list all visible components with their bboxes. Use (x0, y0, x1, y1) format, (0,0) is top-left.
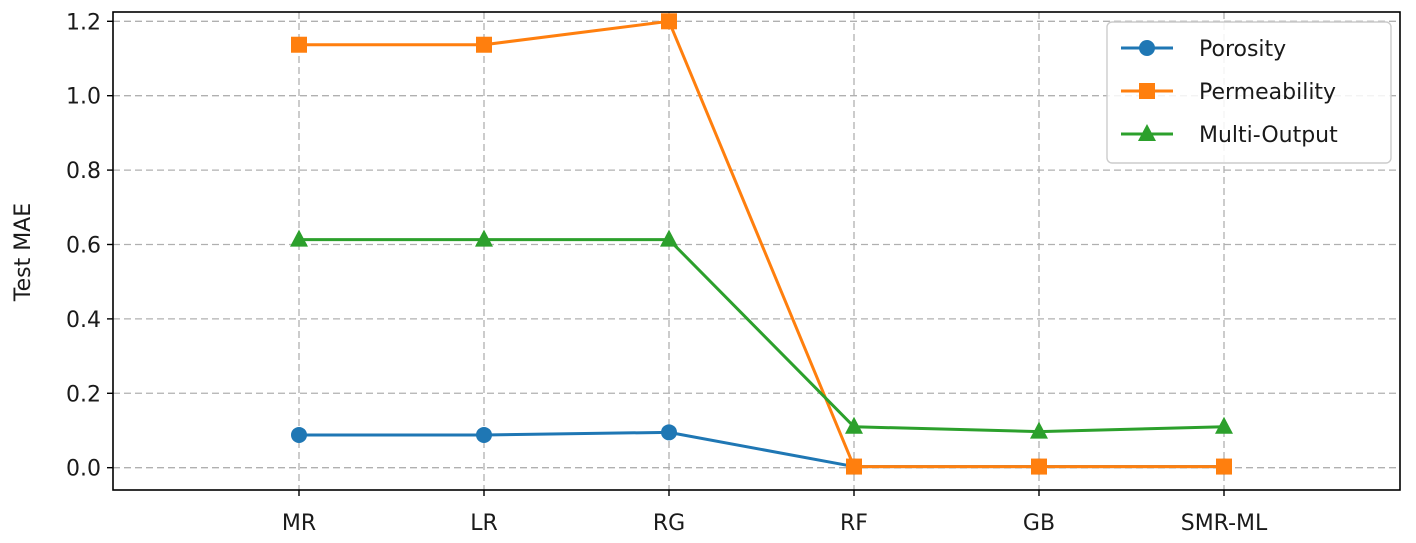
x-axis: MR LR RG RF GB SMR-ML (282, 490, 1268, 536)
x-tick-label: RF (840, 511, 868, 536)
y-tick-label: 0.6 (66, 233, 101, 258)
legend: Porosity Permeability Multi-Output (1106, 21, 1392, 164)
data-point (475, 229, 493, 247)
data-point (1215, 416, 1233, 434)
data-point (1216, 458, 1232, 475)
series-multi-output (290, 229, 1233, 439)
legend-label: Multi-Output (1199, 123, 1338, 148)
legend-item: Permeability (1121, 80, 1336, 105)
series-line (299, 238, 1225, 434)
y-tick-label: 1.0 (66, 85, 101, 110)
data-point (1031, 458, 1047, 475)
data-point (661, 424, 677, 441)
data-point (661, 13, 677, 30)
y-axis-label: Test MAE (11, 203, 36, 302)
series-permeability (291, 13, 1232, 475)
legend-item: Multi-Output (1121, 123, 1338, 148)
x-tick-label: SMR-ML (1181, 511, 1268, 536)
y-tick-label: 1.2 (66, 10, 101, 35)
legend-label: Porosity (1199, 37, 1286, 62)
plot-frame (112, 11, 1401, 491)
legend-swatch-marker (1138, 124, 1156, 141)
legend-box (1106, 21, 1392, 164)
x-tick-label: LR (470, 511, 498, 536)
y-tick-label: 0.4 (66, 308, 101, 333)
data-point (845, 416, 863, 434)
y-tick-label: 0.2 (66, 382, 101, 407)
series-line (299, 19, 1224, 469)
x-tick-label: MR (282, 511, 316, 536)
series-line (299, 430, 1224, 469)
series-layer (290, 13, 1233, 475)
data-point (476, 426, 492, 443)
y-axis: 0.0 0.2 0.4 0.6 0.8 1.0 1.2 (66, 10, 113, 482)
legend-swatch-marker (1139, 83, 1155, 99)
data-point (476, 36, 492, 53)
data-point (291, 426, 307, 443)
x-tick-label: GB (1023, 511, 1055, 536)
data-point (290, 229, 308, 247)
x-tick-label: RG (653, 511, 685, 536)
y-tick-label: 0.8 (66, 159, 101, 184)
data-point (846, 458, 862, 475)
y-tick-label: 0.0 (66, 457, 101, 482)
grid-lines (113, 12, 1400, 490)
data-point (660, 229, 678, 247)
legend-item: Porosity (1121, 37, 1286, 62)
data-point (1030, 421, 1048, 439)
legend-swatch-marker (1139, 40, 1155, 56)
legend-label: Permeability (1199, 80, 1336, 105)
data-point (291, 36, 307, 53)
